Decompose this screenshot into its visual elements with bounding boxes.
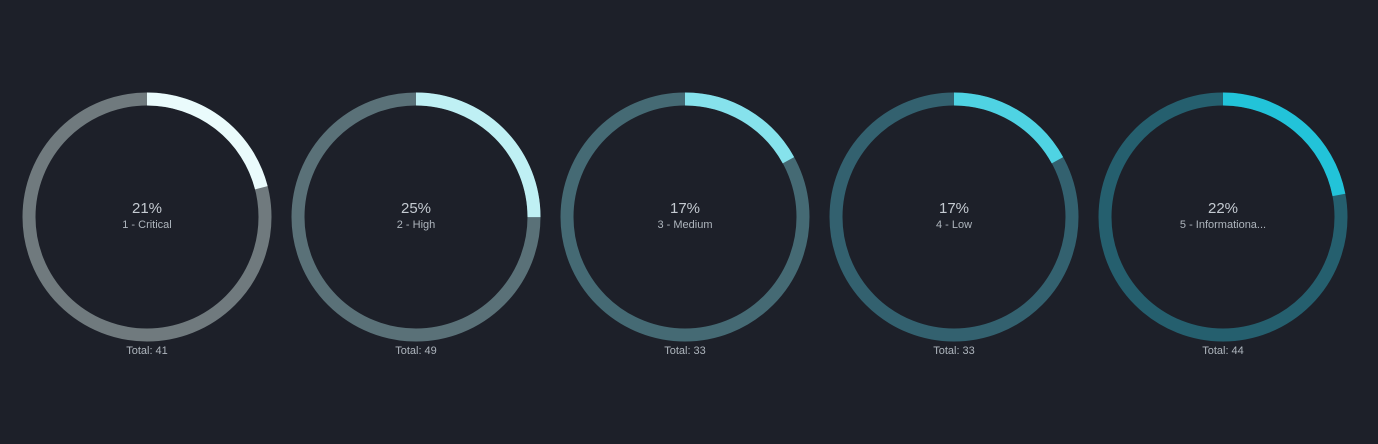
gauge-ring-medium <box>560 92 810 342</box>
gauge-label: 4 - Low <box>935 219 973 231</box>
gauge-fill-arc <box>560 92 810 342</box>
gauge-percent: 21% <box>131 200 163 217</box>
gauge-label: 1 - Critical <box>122 219 172 231</box>
gauge-label: 3 - Medium <box>657 219 713 231</box>
gauge-fill-arc <box>291 92 541 342</box>
gauge-high[interactable]: 25% 2 - High Total: 49 <box>291 92 541 362</box>
gauge-fill-arc <box>22 92 272 342</box>
gauge-critical[interactable]: 21% 1 - Critical Total: 41 <box>22 92 272 362</box>
gauge-total: Total: 41 <box>126 345 168 357</box>
gauge-percent: 17% <box>669 200 701 217</box>
gauge-percent: 22% <box>1207 200 1239 217</box>
gauge-label: 5 - Informationa... <box>1179 219 1267 231</box>
gauge-percent: 17% <box>938 200 970 217</box>
gauge-total: Total: 49 <box>395 345 437 357</box>
gauge-fill-arc <box>829 92 1079 342</box>
gauge-medium[interactable]: 17% 3 - Medium Total: 33 <box>560 92 810 362</box>
gauge-informational[interactable]: 22% 5 - Informationa... Total: 44 <box>1098 92 1348 362</box>
gauge-total: Total: 33 <box>933 345 975 357</box>
gauge-low[interactable]: 17% 4 - Low Total: 33 <box>829 92 1079 362</box>
gauge-percent: 25% <box>400 200 432 217</box>
gauge-ring-informational <box>1098 92 1348 342</box>
gauge-fill-arc <box>1098 92 1348 342</box>
gauge-ring-low <box>829 92 1079 342</box>
gauge-ring-critical <box>22 92 272 342</box>
gauge-label: 2 - High <box>396 219 436 231</box>
gauge-total: Total: 33 <box>664 345 706 357</box>
gauge-ring-high <box>291 92 541 342</box>
gauge-total: Total: 44 <box>1202 345 1244 357</box>
